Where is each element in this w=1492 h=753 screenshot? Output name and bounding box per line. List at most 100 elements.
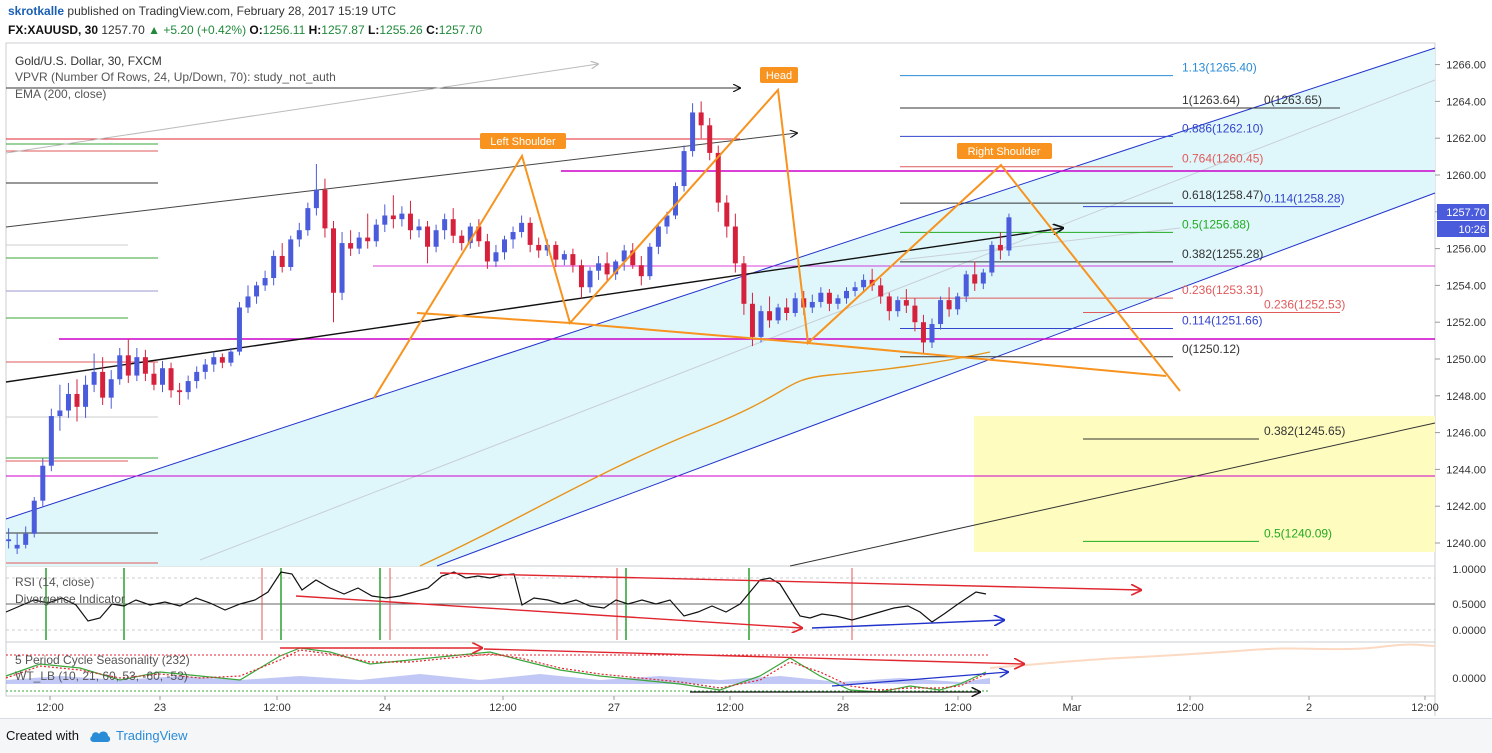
change-value: +5.20 (+0.42%): [163, 23, 247, 37]
candle-body: [553, 244, 559, 260]
trendline-lower: [789, 422, 1436, 567]
footer: Created with TradingView: [0, 718, 1492, 753]
candle-body: [48, 416, 54, 466]
candle-body: [844, 290, 849, 299]
pattern-label-right-shoulder: Right Shoulder: [957, 143, 1052, 159]
candle-body: [946, 300, 952, 310]
candle-body: [322, 189, 328, 229]
candle-body: [382, 215, 388, 225]
close-value: 1257.70: [438, 23, 483, 37]
candle-body: [134, 357, 140, 376]
candle-body: [604, 263, 610, 275]
candle-body: [578, 265, 584, 288]
wt-axis: 0.0000: [1452, 673, 1486, 685]
tradingview-brand-link[interactable]: TradingView: [116, 728, 188, 743]
candle-body: [690, 112, 696, 152]
time-tick-label: 28: [837, 702, 849, 714]
candle-body: [972, 274, 978, 284]
fib-level-label: 0.618(1258.47): [1182, 188, 1263, 202]
candle-body: [331, 228, 336, 293]
tradingview-cloud-icon: [90, 731, 111, 742]
candle-body: [903, 300, 909, 306]
ema-line: [419, 351, 991, 567]
price-tick-label: 1262.00: [1446, 133, 1486, 145]
svg-text:Left Shoulder: Left Shoulder: [490, 136, 556, 148]
candle-body: [587, 270, 593, 288]
price-axis[interactable]: 1240.00 1242.00 1244.00 1246.00 1248.00 1250.…: [1435, 60, 1486, 550]
candle-body: [818, 292, 824, 302]
candle-body: [305, 208, 311, 231]
candle-body: [219, 357, 225, 363]
trendline-light: [899, 227, 1181, 261]
candle-body: [878, 285, 884, 297]
legend-vpvr: VPVR (Number Of Rows, 24, Up/Down, 70): …: [15, 70, 336, 84]
candle-body: [108, 379, 114, 398]
wt-pane[interactable]: [5, 641, 1436, 697]
candle-body: [809, 301, 815, 308]
candle-body: [767, 311, 773, 321]
time-tick-label: 12:00: [944, 702, 972, 714]
candle-body: [912, 305, 918, 323]
legend-divergence: Divergence Indicator: [15, 592, 125, 606]
candle-body: [493, 252, 499, 262]
time-tick-label: 24: [379, 702, 391, 714]
candle-body: [929, 324, 935, 343]
fib-level-label: 0.114(1251.66): [1182, 313, 1263, 327]
price-tick-label: 1248.00: [1446, 391, 1486, 403]
change-up-icon: ▲: [148, 23, 160, 37]
candle-body: [14, 544, 20, 549]
candle-body: [288, 239, 294, 267]
candle-body: [724, 202, 730, 227]
candle-body: [895, 300, 901, 312]
wt-tick-label: 0.0000: [1452, 673, 1486, 685]
candle-body: [425, 226, 431, 247]
candle-body: [698, 112, 704, 126]
price-tick-label: 1254.00: [1446, 280, 1486, 292]
fib-level-label: 0.382(1255.28): [1182, 247, 1263, 261]
price-chart[interactable]: 1.13(1265.40) 1(1263.64) 0(1263.65)0.886(1…: [0, 40, 1492, 718]
price-tick-label: 1256.00: [1446, 244, 1486, 256]
created-with-label: Created with: [6, 728, 79, 743]
fib-level-label: 0.886(1262.10): [1182, 121, 1263, 135]
open-value: 1256.11: [262, 23, 306, 37]
candle-body: [527, 222, 533, 245]
price-tick-label: 1244.00: [1446, 464, 1486, 476]
vpvr-profile: [6, 143, 158, 564]
candle-body: [655, 226, 661, 247]
author-link[interactable]: skrotkalle: [8, 4, 65, 18]
candle-body: [296, 230, 302, 240]
time-tick-label: 12:00: [489, 702, 517, 714]
high-value: 1257.87: [321, 23, 365, 37]
fib-level-label: 0(1250.12): [1182, 342, 1240, 356]
pattern-label-head: Head: [760, 67, 798, 83]
candle-body: [570, 254, 576, 266]
rsi-divergence-arrow-1: [295, 595, 802, 628]
candle-body: [279, 255, 285, 267]
price-tick-label: 1246.00: [1446, 428, 1486, 440]
price-tick-label: 1260.00: [1446, 170, 1486, 182]
channel-lower-line: [436, 192, 1436, 567]
candle-body: [348, 243, 354, 249]
fib-level-label: 0.5(1256.88): [1182, 217, 1250, 231]
price-tick-label: 1252.00: [1446, 317, 1486, 329]
wt-arrow-2: [483, 648, 1024, 664]
time-tick-label: 23: [154, 702, 166, 714]
high-label: H:: [308, 23, 322, 37]
channel-fill: [6, 48, 1435, 566]
fib-level-label: 0(1263.65): [1264, 93, 1322, 107]
time-axis[interactable]: 12:00 23 12:00 24 12:00 27 12:00 28 12:00 Mar 12:0…: [36, 696, 1439, 714]
candle-body: [613, 261, 619, 275]
candle-body: [271, 255, 277, 279]
time-tick-label: 12:00: [263, 702, 291, 714]
rsi-line: [5, 571, 987, 623]
time-tick-label: 12:00: [1411, 702, 1439, 714]
trendline-grey: [5, 64, 598, 154]
fib-level-label: 0.764(1260.45): [1182, 152, 1263, 166]
rsi-tick-label: 1.0000: [1452, 564, 1486, 576]
fib-level-label: 0.382(1245.65): [1264, 424, 1345, 438]
candle-body: [236, 307, 242, 352]
target-box: [974, 416, 1435, 552]
candle-body: [262, 278, 268, 286]
candle-body: [476, 226, 482, 242]
candle-body: [920, 322, 926, 343]
